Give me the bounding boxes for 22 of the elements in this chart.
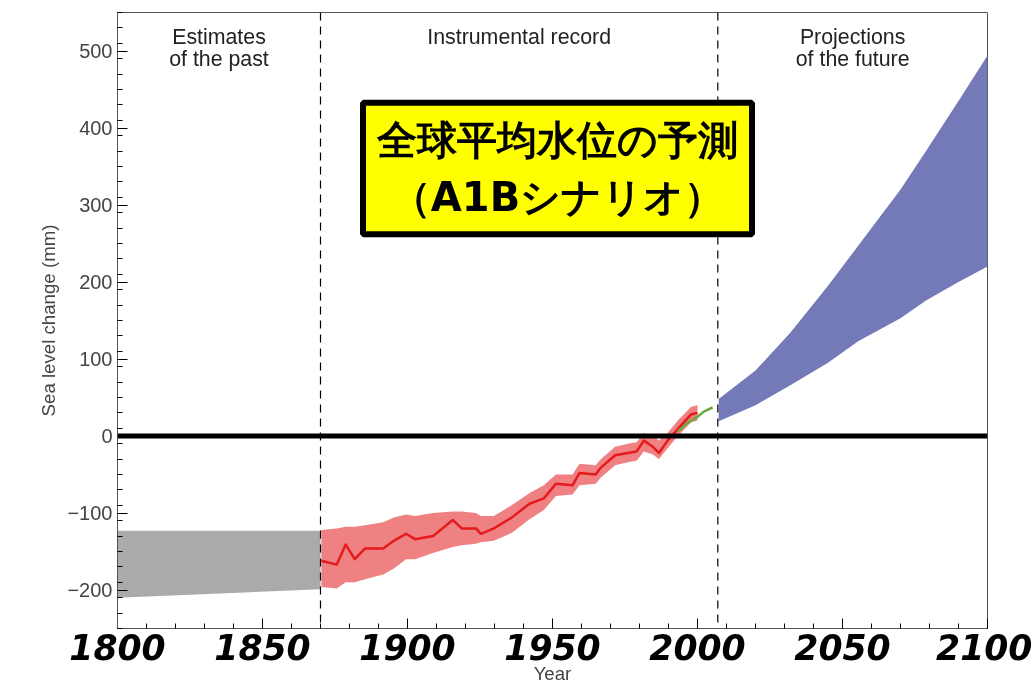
- y-tick-label: 100: [79, 348, 113, 370]
- y-axis-title: Sea level change (mm): [38, 224, 60, 417]
- y-tick-label: 300: [79, 194, 113, 216]
- annotation: Estimates of the past: [169, 24, 269, 72]
- annotation: Instrumental record: [427, 24, 612, 49]
- x-tick-label: 1800: [69, 627, 166, 668]
- line-series: [320, 411, 699, 566]
- y-tick-label: −200: [67, 579, 113, 601]
- x-tick-label: 2100: [936, 627, 1032, 668]
- y-tick-label: 200: [79, 271, 113, 293]
- x-tick-label: 1900: [359, 627, 456, 668]
- x-tick-label: 2000: [649, 627, 746, 668]
- annotation: Projections of the future: [795, 24, 910, 72]
- y-tick-label: 0: [101, 425, 113, 447]
- text: （A1Bシナリオ）: [390, 174, 725, 221]
- x-tick-label: 1850: [214, 627, 311, 668]
- x-tick-label: 2050: [794, 627, 891, 668]
- y-tick-label: 500: [79, 40, 113, 62]
- y-tick-label: −100: [67, 502, 113, 524]
- y-tick-label: 400: [79, 117, 113, 139]
- line-series: [676, 406, 714, 433]
- text: 全球平均水位の予測: [376, 116, 738, 163]
